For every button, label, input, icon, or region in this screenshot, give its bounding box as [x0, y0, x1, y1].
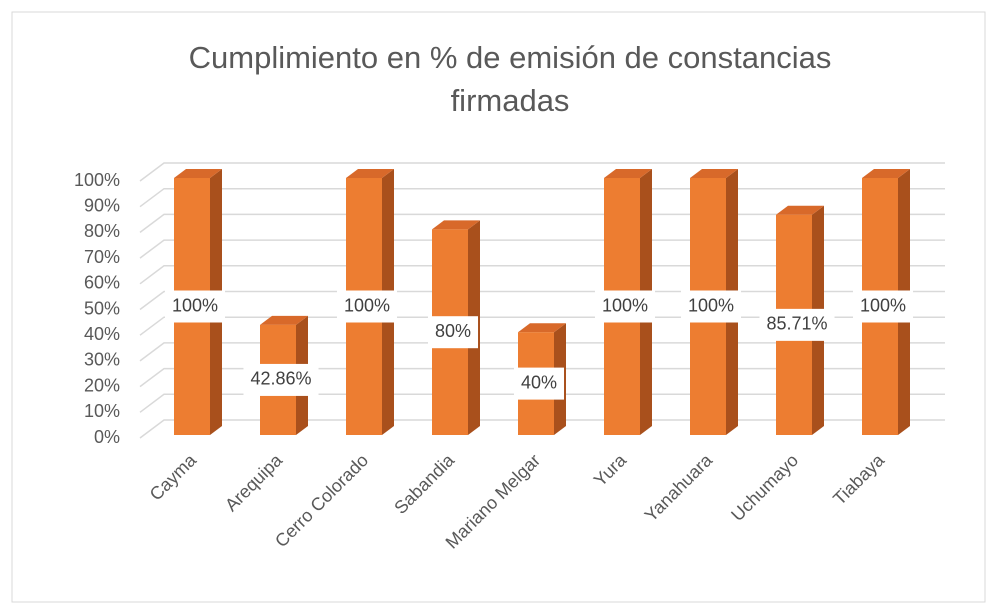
data-label: 40% — [521, 372, 557, 392]
data-label-box — [594, 290, 656, 323]
data-label-box — [427, 316, 479, 349]
bar-top — [518, 323, 566, 333]
bar-top — [260, 315, 308, 325]
data-label-box — [336, 290, 398, 323]
y-tick-label: 10% — [84, 401, 120, 421]
bar-top — [346, 169, 394, 178]
y-tick-label: 30% — [84, 350, 120, 370]
y-tick-label: 40% — [84, 324, 120, 344]
data-label-box — [852, 290, 914, 323]
data-label-box — [243, 363, 319, 396]
bar-top — [776, 205, 824, 215]
bar — [260, 315, 308, 435]
y-tick-label: 100% — [74, 170, 120, 190]
bar-top — [432, 220, 480, 230]
y-tick-label: 60% — [84, 273, 120, 293]
grid-line — [139, 367, 945, 388]
y-tick-label: 0% — [94, 427, 120, 447]
data-label-box — [513, 367, 565, 400]
data-label: 42.86% — [250, 369, 311, 389]
data-label: 100% — [688, 295, 734, 315]
grid-line — [139, 419, 945, 439]
grid-line — [139, 213, 945, 233]
data-label: 80% — [435, 321, 471, 341]
bar-top — [604, 169, 652, 178]
data-label: 100% — [172, 295, 218, 315]
grid-line — [139, 265, 945, 285]
grid-line — [139, 187, 945, 208]
grid-line — [139, 393, 945, 413]
y-tick-label: 50% — [84, 298, 120, 318]
y-tick-label: 70% — [84, 247, 120, 267]
y-tick-label: 80% — [84, 221, 120, 241]
chart-title: Cumplimiento en % de emisión de constanc… — [189, 40, 832, 118]
data-label: 100% — [860, 295, 906, 315]
grid-line — [139, 162, 945, 182]
data-label-box — [164, 290, 226, 323]
data-label-box — [680, 290, 742, 323]
data-label: 100% — [344, 295, 390, 315]
y-tick-label: 90% — [84, 195, 120, 215]
data-label: 85.71% — [766, 314, 827, 334]
grid-line — [139, 342, 945, 362]
bar-top — [174, 169, 222, 178]
y-tick-label: 20% — [84, 375, 120, 395]
bar-top — [862, 169, 910, 178]
bar-top — [690, 169, 738, 178]
grid-line — [139, 239, 945, 259]
data-label: 100% — [602, 295, 648, 315]
data-label-box — [759, 308, 835, 341]
